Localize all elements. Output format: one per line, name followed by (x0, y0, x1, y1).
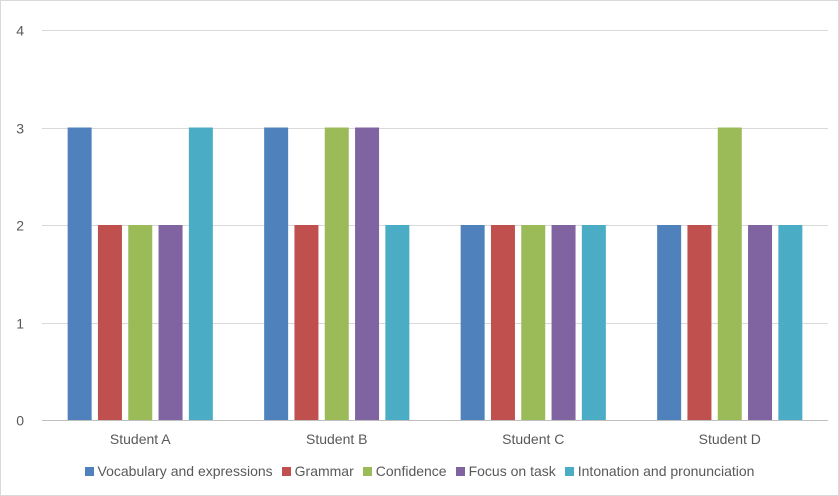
y-tick-label: 1 (16, 316, 24, 332)
y-tick-label: 3 (16, 121, 24, 137)
bar (324, 127, 349, 420)
legend-swatch (84, 466, 94, 476)
x-tick-label: Student B (306, 431, 368, 447)
legend-item: Focus on task (455, 463, 556, 479)
x-tick-label: Student A (110, 431, 171, 447)
bar (687, 225, 712, 420)
bar (158, 225, 183, 420)
bar (521, 225, 546, 420)
y-tick-label: 4 (16, 23, 24, 39)
legend-label: Confidence (375, 463, 447, 479)
bars (67, 127, 803, 420)
legend-item: Vocabulary and expressions (84, 463, 273, 479)
legend-label: Focus on task (468, 463, 556, 479)
legend-label: Grammar (294, 463, 354, 479)
y-tick-label: 0 (16, 413, 24, 429)
x-tick-label: Student D (699, 431, 761, 447)
bar (657, 225, 682, 420)
legend-swatch (281, 466, 291, 476)
legend-item: Confidence (362, 463, 447, 479)
bar (717, 127, 742, 420)
legend: Vocabulary and expressions Grammar Confide… (0, 463, 839, 479)
bar (294, 225, 319, 420)
bar (67, 127, 92, 420)
legend-swatch (362, 466, 372, 476)
x-tick-label: Student C (502, 431, 564, 447)
y-axis-tick-labels: 0 1 2 3 4 (16, 23, 24, 429)
legend-item: Intonation and pronunciation (564, 463, 755, 479)
bar (778, 225, 803, 420)
legend-swatch (455, 466, 465, 476)
legend-swatch (564, 466, 574, 476)
legend-label: Vocabulary and expressions (97, 463, 273, 479)
bar (385, 225, 410, 420)
bar (748, 225, 773, 420)
bar (188, 127, 213, 420)
y-tick-label: 2 (16, 218, 24, 234)
bar (97, 225, 122, 420)
bar (128, 225, 153, 420)
bar (490, 225, 515, 420)
bar (264, 127, 289, 420)
bar (581, 225, 606, 420)
bar (551, 225, 576, 420)
bar (460, 225, 485, 420)
x-axis-tick-labels: Student A Student B Student C Student D (110, 431, 761, 447)
legend-label: Intonation and pronunciation (577, 463, 755, 479)
bar (355, 127, 380, 420)
legend-item: Grammar (281, 463, 354, 479)
